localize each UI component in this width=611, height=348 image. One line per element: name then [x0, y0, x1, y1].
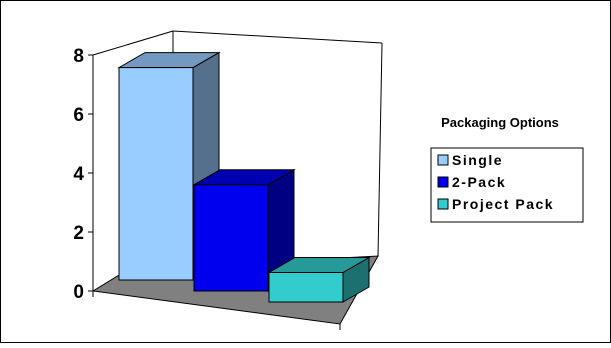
legend-label: Single — [452, 152, 503, 168]
back-wall-right — [377, 42, 383, 257]
y-tick-label: 4 — [73, 164, 84, 185]
bar-single — [117, 51, 221, 281]
legend-title: Packaging Options — [441, 115, 559, 130]
legend: Packaging Options Single 2-Pack Project Pa… — [430, 115, 584, 223]
y-tick-label: 6 — [73, 105, 84, 126]
legend-label: Project Pack — [452, 196, 554, 212]
bar-front-face — [193, 184, 269, 292]
legend-box — [430, 147, 584, 223]
y-axis: 0 2 4 6 8 — [73, 46, 94, 303]
bars-group — [117, 51, 371, 303]
x-axis-ticks — [92, 291, 341, 330]
legend-items: Single 2-Pack Project Pack — [437, 152, 554, 212]
legend-swatch — [437, 198, 449, 210]
legend-label: 2-Pack — [452, 174, 506, 190]
side-wall-top — [92, 30, 174, 56]
bar-front-face — [268, 272, 344, 303]
back-wall-top — [172, 30, 383, 44]
y-tick-label: 2 — [73, 223, 84, 244]
bar-2-pack — [192, 168, 296, 292]
legend-swatch — [437, 176, 449, 188]
bar-front-face — [118, 67, 194, 281]
bar-project-pack — [267, 256, 371, 303]
y-tick-label: 0 — [73, 282, 84, 303]
legend-swatch — [437, 154, 449, 166]
y-tick-label: 8 — [73, 46, 84, 67]
